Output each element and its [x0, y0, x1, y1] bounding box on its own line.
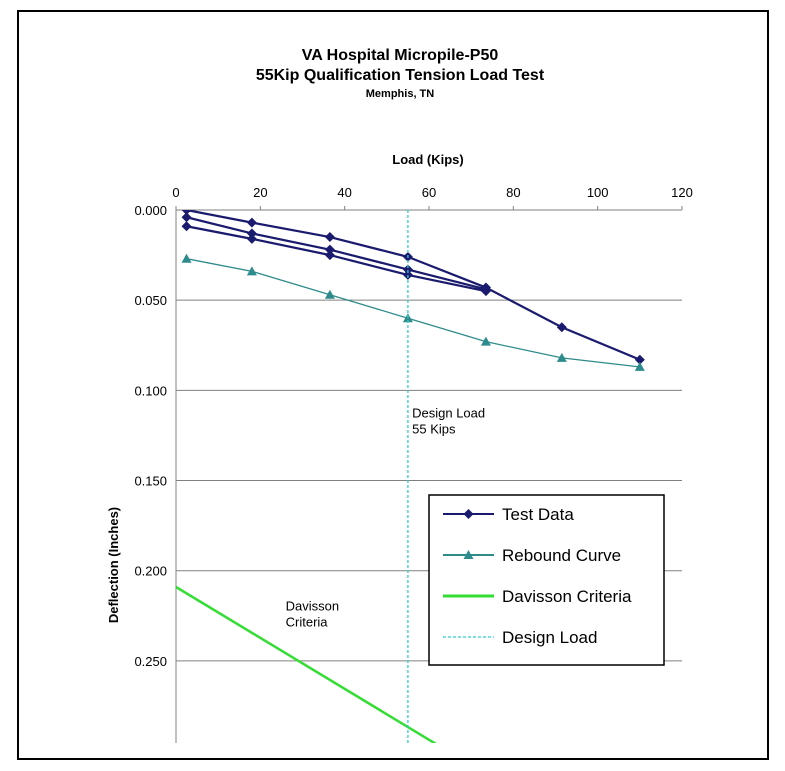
x-tick-label: 0 — [172, 185, 179, 200]
data-point — [181, 212, 192, 223]
data-point — [246, 217, 257, 228]
data-point — [324, 232, 335, 243]
data-point — [246, 266, 257, 276]
tick-labels: 0.000 0.050 0.100 0.150 0.200 0.250 0 20 40 60 80 1… — [134, 185, 692, 669]
legend-item: Design Load — [443, 628, 597, 647]
data-point — [480, 336, 491, 346]
series-group — [176, 210, 645, 743]
x-tick-label: 20 — [253, 185, 267, 200]
legend-label: Rebound Curve — [502, 546, 621, 565]
y-tick-label: 0.100 — [134, 383, 167, 398]
x-axis-title: Load (Kips) — [392, 152, 464, 167]
data-point — [402, 264, 413, 275]
x-tick-label: 120 — [671, 185, 693, 200]
data-point — [246, 228, 257, 239]
data-point — [480, 282, 491, 293]
chart-location: Memphis, TN — [366, 88, 435, 100]
y-tick-label: 0.050 — [134, 293, 167, 308]
series-test-data — [181, 210, 645, 365]
data-point — [181, 253, 192, 263]
y-tick-label: 0.250 — [134, 654, 167, 669]
data-point — [402, 269, 413, 280]
data-point — [463, 509, 474, 519]
chart-subtitle: 55Kip Qualification Tension Load Test — [256, 67, 545, 84]
x-tick-label: 40 — [337, 185, 351, 200]
axes — [175, 206, 683, 743]
data-point — [463, 550, 474, 559]
legend-label: Test Data — [502, 505, 574, 524]
data-point — [634, 354, 645, 365]
x-tick-label: 80 — [506, 185, 520, 200]
series-davisson-criteria — [176, 585, 437, 743]
y-axis-title: Deflection (Inches) — [106, 507, 121, 623]
data-point — [556, 322, 567, 333]
annotation-text: 55 Kips — [412, 421, 456, 436]
data-point — [556, 352, 567, 362]
y-tick-label: 0.150 — [134, 474, 167, 489]
legend-item: Rebound Curve — [443, 546, 621, 565]
data-point — [181, 221, 192, 232]
data-point — [324, 250, 335, 261]
data-point — [181, 210, 192, 215]
legend-label: Davisson Criteria — [502, 587, 632, 606]
chart-title: VA Hospital Micropile-P50 — [302, 47, 499, 64]
annotation-text: Davisson — [286, 598, 339, 613]
data-point — [634, 361, 645, 371]
y-tick-label: 0.000 — [134, 203, 167, 218]
legend-item: Davisson Criteria — [443, 587, 632, 606]
data-point — [246, 233, 257, 244]
legend: Test Data Rebound Curve Davisson Criteria D… — [428, 494, 665, 666]
data-point — [324, 289, 335, 299]
data-point — [324, 244, 335, 255]
series-line — [176, 585, 437, 743]
y-tick-label: 0.200 — [134, 564, 167, 579]
x-tick-label: 60 — [422, 185, 436, 200]
annotation-text: Design Load — [412, 405, 485, 420]
legend-label: Design Load — [502, 628, 597, 647]
x-tick-label: 100 — [587, 185, 609, 200]
legend-item: Test Data — [443, 505, 574, 524]
annotation-text: Criteria — [286, 614, 329, 629]
